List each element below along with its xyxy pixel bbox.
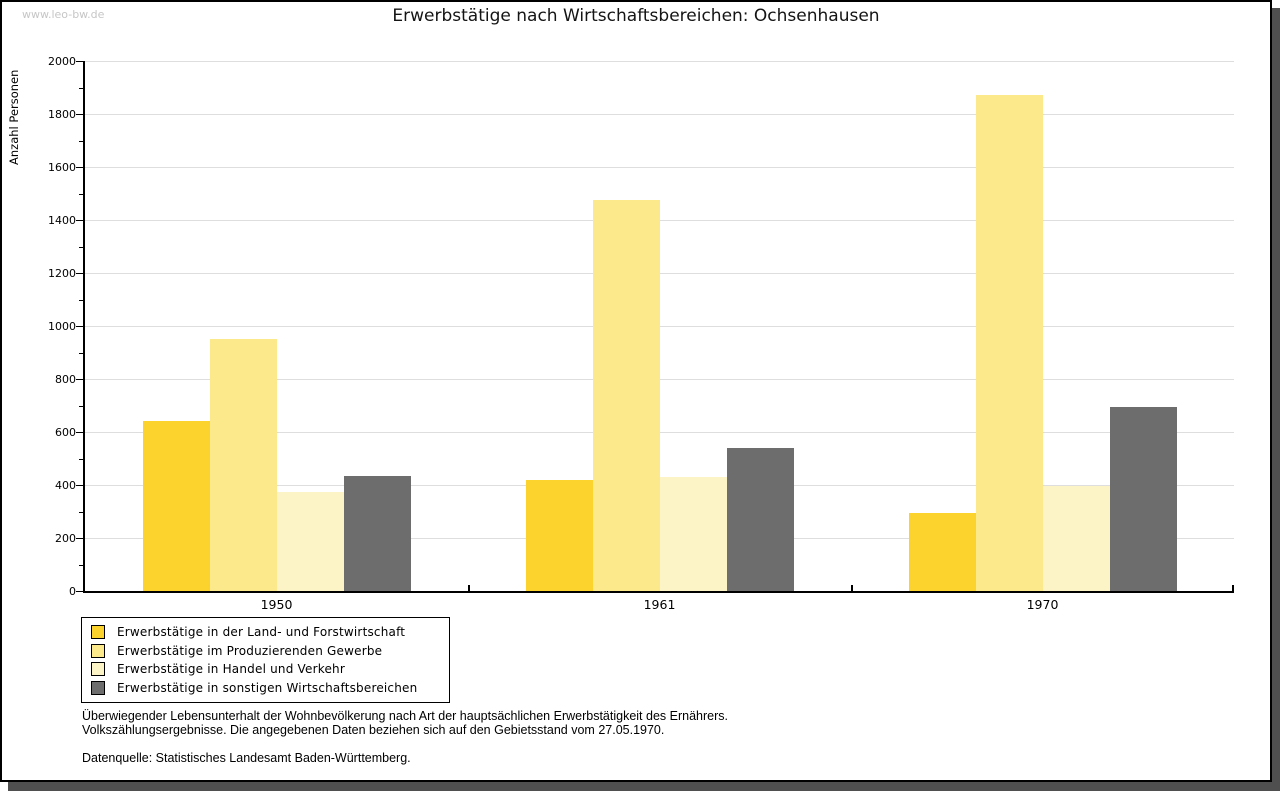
bar-1970-series-0 [908,512,976,591]
y-tick-label: 2000 [48,55,76,68]
grid-line [85,273,1234,274]
y-tick-minor [79,352,83,354]
y-axis-title: Anzahl Personen [7,69,21,165]
y-tick-label: 800 [55,373,76,386]
bar-1961-series-2 [659,477,727,591]
y-tick-minor [79,246,83,248]
y-tick-major [76,326,83,327]
y-tick-major [76,538,83,539]
x-tick [468,585,470,591]
bar-1961-series-1 [592,200,660,591]
y-tick-label: 600 [55,426,76,439]
legend-label: Erwerbstätige in Handel und Verkehr [117,662,345,677]
x-category-label: 1961 [643,597,676,612]
legend-row: Erwerbstätige in sonstigen Wirtschaftsbe… [82,681,449,696]
bar-1961-series-3 [726,447,794,591]
bar-1950-series-2 [276,491,344,591]
y-tick-label: 0 [69,585,76,598]
y-tick-major [76,220,83,221]
y-tick-label: 1600 [48,161,76,174]
grid-line [85,61,1234,62]
y-tick-minor [79,193,83,195]
y-tick-label: 1800 [48,108,76,121]
bar-1970-series-2 [1042,486,1110,591]
x-category-label: 1950 [260,597,293,612]
legend-swatch-icon [91,624,105,639]
y-tick-major [76,379,83,380]
legend-swatch-icon [91,662,105,677]
y-axis-tick-labels: 0 200 400 600 800 1000 1200 1400 1600 1800 2000 [30,56,76,598]
y-tick-major [76,485,83,486]
y-tick-minor [79,458,83,460]
legend-row: Erwerbstätige in der Land- und Forstwirt… [82,624,449,639]
y-tick-minor [79,87,83,89]
legend-row: Erwerbstätige in Handel und Verkehr [82,662,449,677]
y-tick-label: 1000 [48,320,76,333]
y-tick-major [76,167,83,168]
bar-1970-series-3 [1109,406,1177,591]
y-tick-major [76,273,83,274]
y-tick-minor [79,564,83,566]
grid-line [85,114,1234,115]
legend-label: Erwerbstätige in sonstigen Wirtschaftsbe… [117,681,418,696]
y-tick-label: 1200 [48,267,76,280]
chart-title: Erwerbstätige nach Wirtschaftsbereichen:… [392,6,880,26]
footnotes: Überwiegender Lebensunterhalt der Wohnbe… [82,709,728,737]
bar-1961-series-0 [525,479,593,591]
data-source: Datenquelle: Statistisches Landesamt Bad… [82,751,411,765]
y-tick-label: 1400 [48,214,76,227]
x-tick [851,585,853,591]
y-tick-major [76,114,83,115]
plot-area: 1950 1961 1970 [76,61,1234,612]
footnote-line: Volkszählungsergebnisse. Die angegebenen… [82,723,665,737]
bar-1950-series-1 [209,339,277,591]
bar-1950-series-3 [343,475,411,591]
y-tick-minor [79,140,83,142]
x-category-label: 1970 [1026,597,1059,612]
grid-line [85,379,1234,380]
legend: Erwerbstätige in der Land- und Forstwirt… [81,617,450,703]
bar-1970-series-1 [975,95,1043,591]
y-tick-minor [79,405,83,407]
legend-swatch-icon [91,643,105,658]
grid-line [85,432,1234,433]
y-tick-major [76,61,83,62]
y-tick-major [76,591,83,592]
frame-shadow-bottom [8,781,1280,791]
grid-line [85,220,1234,221]
legend-label: Erwerbstätige im Produzierenden Gewerbe [117,643,383,658]
legend-swatch-icon [91,681,105,696]
legend-row: Erwerbstätige im Produzierenden Gewerbe [82,643,449,658]
bar-1950-series-0 [142,421,210,591]
y-tick-label: 400 [55,479,76,492]
watermark: www.leo-bw.de [22,8,105,21]
grid-line [85,167,1234,168]
y-tick-label: 200 [55,532,76,545]
footnote-line: Überwiegender Lebensunterhalt der Wohnbe… [82,709,728,723]
y-tick-minor [79,299,83,301]
legend-label: Erwerbstätige in der Land- und Forstwirt… [117,624,406,639]
y-tick-major [76,432,83,433]
y-tick-minor [79,511,83,513]
grid-line [85,326,1234,327]
frame-shadow-right [1272,8,1280,791]
x-tick [1232,585,1234,591]
